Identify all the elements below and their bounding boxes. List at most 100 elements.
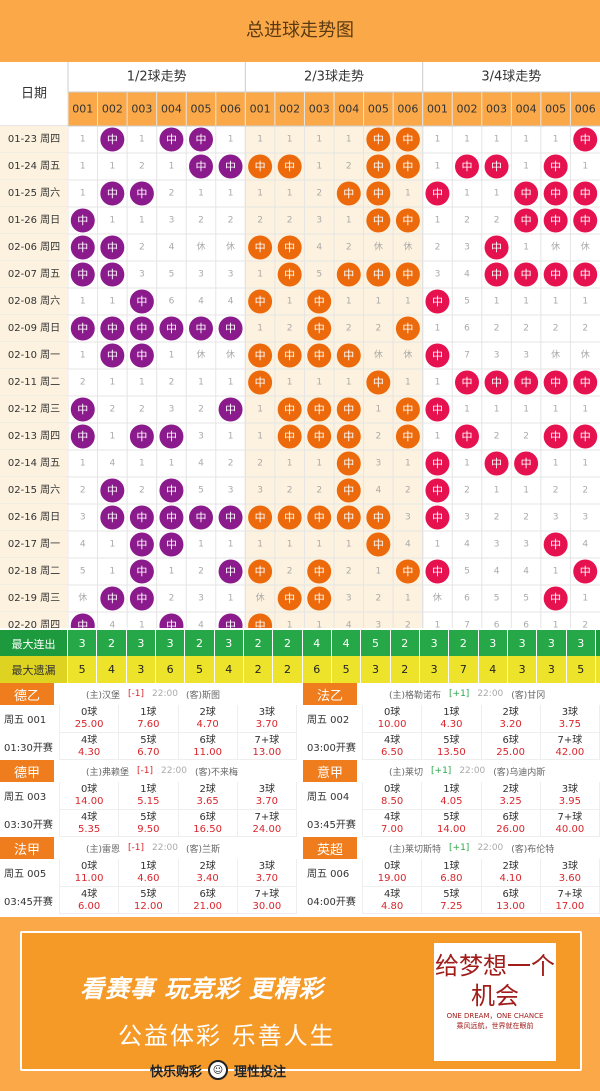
miss-value: 2: [316, 189, 322, 199]
odds-grid: 0球 25.00 1球 7.60 2球 4.70 3球 3.70 4球 4.30 5球 6.70 6球 1…: [60, 705, 297, 760]
odds-option[interactable]: 0球 11.00: [60, 859, 120, 887]
kick-off: 03:45开赛: [4, 896, 53, 908]
goal-count: 3球: [561, 861, 579, 872]
odds-option[interactable]: 1球 4.30: [422, 705, 482, 733]
odds-option[interactable]: 3球 3.75: [540, 705, 600, 733]
column-label: 005: [191, 103, 212, 116]
match-card[interactable]: 法甲 (主)雷恩 [-1] 22:00 (客)兰斯 周五 005 03:45开赛…: [0, 837, 297, 914]
odds-option[interactable]: 4球 5.35: [60, 809, 120, 837]
odds-option[interactable]: 1球 6.80: [422, 859, 482, 887]
column-label: 003: [486, 103, 507, 116]
odds-option[interactable]: 7+球 42.00: [540, 732, 600, 760]
hit-ball: [277, 505, 302, 530]
odds-option[interactable]: 7+球 24.00: [237, 809, 297, 837]
odds-value: 3.70: [255, 873, 278, 884]
miss-value: 2: [346, 162, 352, 172]
odds-value: 17.00: [555, 900, 585, 912]
hit-ball: [129, 559, 154, 584]
miss-value: 1: [582, 405, 588, 415]
miss-value: 1: [346, 378, 352, 388]
odds-option[interactable]: 4球 4.30: [60, 732, 120, 760]
odds-option[interactable]: 4球 6.50: [363, 732, 423, 760]
odds-value: 3.70: [255, 796, 278, 807]
odds-option[interactable]: 5球 6.70: [119, 732, 179, 760]
match-info: 周五 005 03:45开赛: [0, 859, 60, 914]
odds-option[interactable]: 7+球 30.00: [237, 886, 297, 914]
miss-value: 1: [287, 378, 293, 388]
odds-option[interactable]: 5球 9.50: [119, 809, 179, 837]
promo-panel: 看赛事 玩竞彩 更精彩 公益体彩 乐善人生 给梦想一个 机会 ONE DREAM…: [20, 931, 582, 1071]
odds-option[interactable]: 1球 4.05: [422, 782, 482, 810]
odds-option[interactable]: 6球 13.00: [481, 886, 541, 914]
odds-option[interactable]: 6球 11.00: [178, 732, 238, 760]
odds-option[interactable]: 2球 3.25: [481, 782, 541, 810]
odds-option[interactable]: 3球 3.60: [540, 859, 600, 887]
match-card[interactable]: 德乙 (主)汉堡 [-1] 22:00 (客)斯图 周五 001 01:30开赛…: [0, 683, 297, 760]
dream-ad: 给梦想一个 机会 ONE DREAM，ONE CHANCE 乘风远航，世界就在眼…: [434, 943, 556, 1061]
home-team: (主)弗赖堡: [86, 767, 130, 778]
date-cell: 02-12 周三: [8, 403, 60, 415]
odds-option[interactable]: 7+球 40.00: [540, 809, 600, 837]
match-card[interactable]: 英超 (主)莱切斯特 [+1] 22:00 (客)布伦特 周五 006 04:0…: [303, 837, 600, 914]
odds-value: 3.70: [255, 719, 278, 730]
odds-option[interactable]: 3球 3.70: [237, 782, 297, 810]
odds-option[interactable]: 1球 7.60: [119, 705, 179, 733]
match-card[interactable]: 法乙 (主)格勒诺布 [+1] 22:00 (客)甘冈 周五 002 03:00…: [303, 683, 600, 760]
miss-value: 1: [287, 459, 293, 469]
odds-option[interactable]: 4球 4.80: [363, 886, 423, 914]
hit-label: 中: [521, 376, 532, 389]
odds-option[interactable]: 2球 4.10: [481, 859, 541, 887]
hit-label: 中: [225, 565, 236, 578]
miss-value: 3: [523, 351, 529, 361]
goal-count: 4球: [383, 734, 401, 746]
hit-ball: [484, 262, 509, 287]
odds-option[interactable]: 2球 3.65: [178, 782, 238, 810]
handicap: [+1]: [431, 766, 452, 776]
hit-ball: [70, 208, 95, 233]
odds-option[interactable]: 5球 14.00: [422, 809, 482, 837]
odds-option[interactable]: 1球 4.60: [119, 859, 179, 887]
hit-ball: [395, 262, 420, 287]
odds-option[interactable]: 2球 3.40: [178, 859, 238, 887]
odds-option[interactable]: 4球 7.00: [363, 809, 423, 837]
odds-option[interactable]: 1球 5.15: [119, 782, 179, 810]
odds-option[interactable]: 6球 25.00: [481, 732, 541, 760]
match-card[interactable]: 德甲 (主)弗赖堡 [-1] 22:00 (客)不来梅 周五 003 03:30…: [0, 760, 297, 837]
match-card[interactable]: 意甲 (主)莱切 [+1] 22:00 (客)乌迪内斯 周五 004 03:45…: [303, 760, 600, 837]
miss-value: 休: [551, 241, 560, 253]
hit-label: 中: [521, 457, 532, 470]
odds-option[interactable]: 7+球 17.00: [540, 886, 600, 914]
odds-option[interactable]: 3球 3.70: [237, 859, 297, 887]
odds-option[interactable]: 5球 12.00: [119, 886, 179, 914]
odds-option[interactable]: 6球 21.00: [178, 886, 238, 914]
odds-option[interactable]: 0球 19.00: [363, 859, 423, 887]
odds-option[interactable]: 5球 7.25: [422, 886, 482, 914]
odds-option[interactable]: 0球 14.00: [60, 782, 120, 810]
goal-count: 0球: [383, 707, 401, 718]
odds-option[interactable]: 3球 3.95: [540, 782, 600, 810]
miss-value: 1: [80, 189, 86, 199]
odds-option[interactable]: 0球 25.00: [60, 705, 120, 733]
goal-count: 4球: [80, 734, 98, 746]
miss-value: 1: [405, 297, 411, 307]
odds-option[interactable]: 6球 16.50: [178, 809, 238, 837]
odds-option[interactable]: 3球 3.70: [237, 705, 297, 733]
odds-option[interactable]: 7+球 13.00: [237, 732, 297, 760]
miss-value: 休: [226, 241, 235, 253]
miss-value: 1: [169, 459, 175, 469]
hit-ball: [425, 505, 450, 530]
odds-value: 7.25: [440, 900, 463, 912]
odds-option[interactable]: 0球 10.00: [363, 705, 423, 733]
odds-option[interactable]: 4球 6.00: [60, 886, 120, 914]
odds-option[interactable]: 6球 26.00: [481, 809, 541, 837]
miss-value: 2: [435, 243, 441, 253]
hit-ball: [277, 424, 302, 449]
hit-ball: [100, 586, 125, 611]
hit-label: 中: [255, 241, 266, 254]
hit-label: 中: [225, 619, 236, 628]
max-run-value: 3: [155, 630, 186, 657]
odds-option[interactable]: 5球 13.50: [422, 732, 482, 760]
odds-option[interactable]: 2球 4.70: [178, 705, 238, 733]
odds-option[interactable]: 0球 8.50: [363, 782, 423, 810]
odds-option[interactable]: 2球 3.20: [481, 705, 541, 733]
